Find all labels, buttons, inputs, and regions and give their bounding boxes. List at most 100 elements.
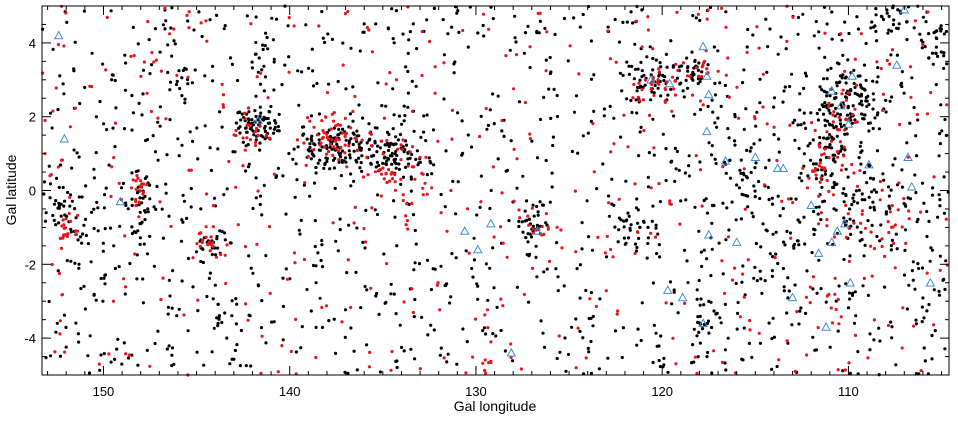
- red-point: [890, 225, 894, 229]
- black-point: [529, 235, 534, 239]
- black-point: [397, 167, 401, 171]
- black-point: [633, 67, 638, 71]
- red-point: [136, 176, 140, 180]
- black-point: [816, 118, 821, 122]
- black-point: [874, 13, 878, 17]
- black-point: [274, 175, 278, 179]
- black-point: [130, 171, 134, 175]
- black-point: [884, 110, 888, 114]
- plot-frame: [41, 5, 950, 376]
- black-point: [861, 117, 865, 121]
- black-point: [298, 232, 302, 236]
- black-point: [274, 17, 279, 21]
- black-point: [391, 127, 395, 131]
- black-point: [647, 151, 652, 155]
- black-point: [779, 35, 783, 39]
- red-point: [483, 313, 487, 317]
- black-point: [175, 314, 179, 318]
- black-point: [406, 51, 410, 56]
- black-point: [866, 293, 871, 297]
- black-point: [62, 313, 66, 317]
- red-point: [258, 124, 262, 128]
- red-point: [135, 174, 139, 178]
- red-point: [844, 98, 849, 102]
- x-tick-label: 130: [465, 384, 487, 399]
- black-point: [343, 370, 347, 374]
- red-point: [880, 188, 884, 192]
- red-point: [886, 220, 890, 224]
- black-point: [515, 285, 520, 289]
- black-point: [555, 93, 559, 98]
- black-point: [838, 122, 843, 126]
- black-point: [827, 145, 831, 149]
- black-point: [625, 20, 629, 24]
- black-point: [613, 17, 617, 22]
- red-point: [900, 346, 904, 350]
- black-point: [900, 168, 904, 172]
- black-point: [202, 363, 206, 367]
- black-point: [138, 196, 142, 200]
- black-point: [504, 169, 508, 173]
- red-point: [528, 132, 532, 136]
- black-point: [527, 300, 531, 304]
- black-point: [113, 145, 117, 149]
- black-point: [181, 220, 185, 224]
- black-point: [491, 92, 495, 96]
- red-point: [315, 133, 319, 137]
- red-point: [378, 167, 382, 172]
- black-point: [868, 164, 872, 168]
- red-point: [653, 235, 658, 239]
- red-point: [410, 145, 415, 149]
- black-point: [77, 195, 81, 199]
- red-point: [640, 45, 644, 49]
- black-point: [738, 168, 742, 172]
- black-point: [574, 94, 579, 98]
- black-point: [309, 114, 314, 118]
- black-point: [873, 24, 877, 28]
- black-point: [535, 223, 540, 227]
- black-point: [311, 84, 316, 88]
- black-point: [853, 290, 857, 294]
- black-point: [254, 138, 258, 142]
- black-point: [83, 85, 87, 90]
- red-point: [584, 356, 588, 360]
- red-point: [75, 229, 80, 233]
- black-point: [393, 215, 397, 219]
- black-point: [797, 176, 802, 180]
- red-point: [499, 225, 503, 229]
- red-point: [511, 87, 516, 91]
- black-point: [259, 111, 263, 115]
- black-point: [429, 323, 433, 327]
- red-point: [588, 297, 592, 301]
- red-point: [830, 321, 835, 325]
- red-point: [425, 192, 429, 196]
- black-point: [408, 156, 412, 160]
- black-point: [637, 154, 641, 158]
- black-point: [189, 187, 193, 191]
- black-point: [549, 70, 553, 74]
- red-point: [617, 197, 621, 201]
- black-point: [553, 32, 557, 37]
- black-point: [744, 107, 748, 111]
- red-point: [154, 58, 158, 62]
- black-point: [935, 29, 939, 33]
- red-point: [341, 63, 345, 67]
- red-point: [360, 138, 364, 142]
- black-point: [81, 232, 85, 236]
- red-point: [853, 333, 858, 337]
- black-point: [805, 269, 809, 273]
- black-point: [351, 119, 355, 123]
- black-point: [658, 200, 663, 204]
- black-point: [799, 123, 803, 127]
- black-point: [742, 127, 746, 131]
- red-point: [761, 72, 765, 76]
- black-point: [578, 25, 582, 29]
- black-point: [252, 133, 256, 137]
- black-point: [622, 219, 626, 223]
- black-point: [613, 225, 617, 229]
- red-point: [909, 65, 913, 69]
- black-point: [578, 263, 583, 267]
- black-point: [521, 174, 525, 178]
- black-point: [900, 70, 905, 74]
- black-point: [556, 289, 560, 293]
